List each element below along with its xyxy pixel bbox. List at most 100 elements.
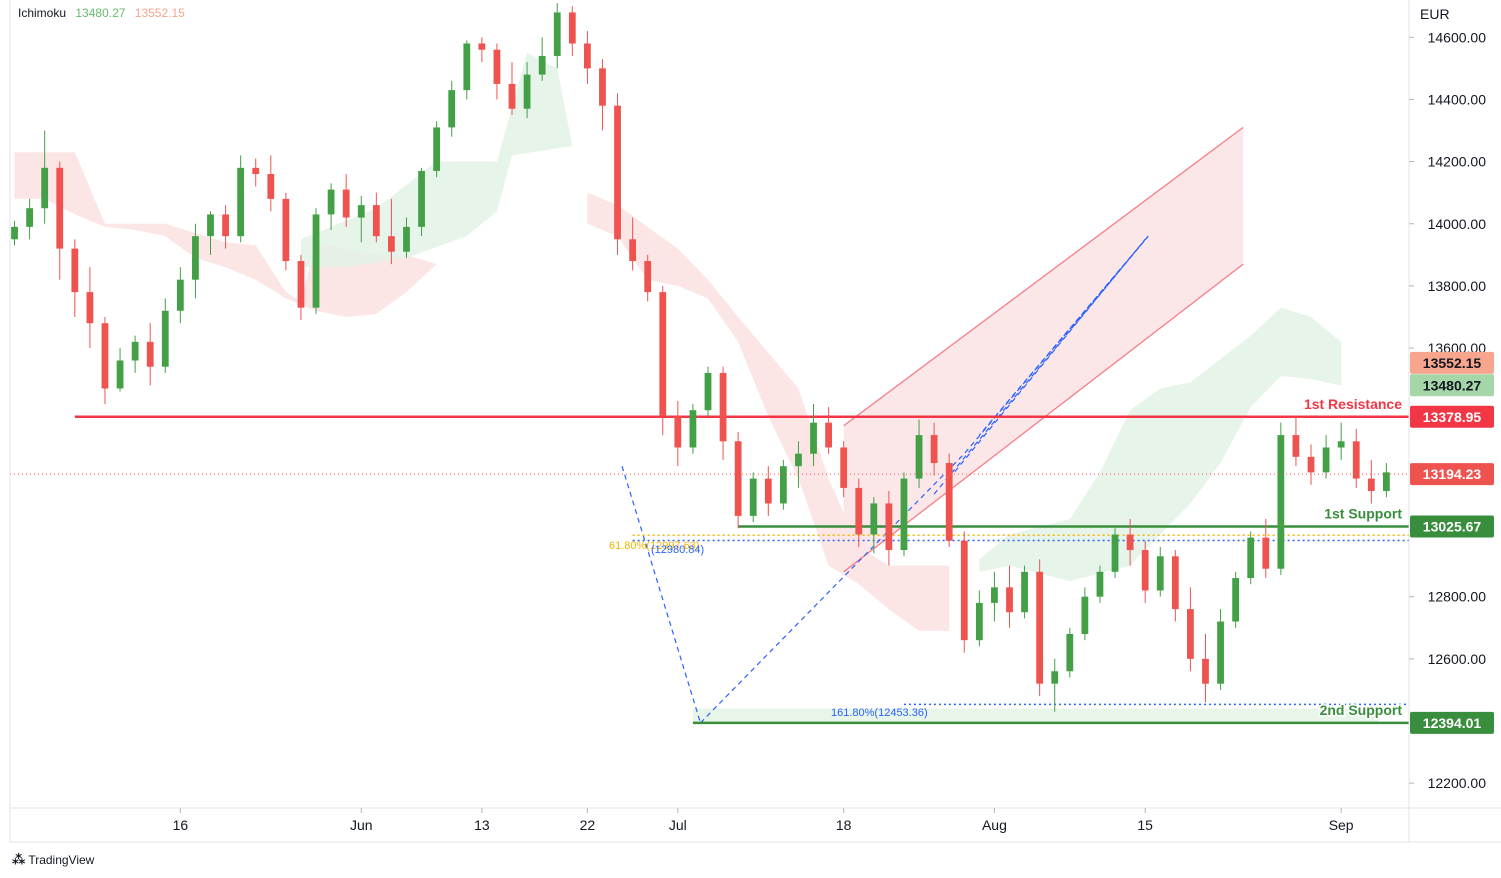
candle-body (101, 323, 109, 389)
candle-body (629, 239, 637, 262)
candle-body (945, 463, 953, 541)
x-tick-label: 15 (1137, 817, 1153, 833)
candle-body (176, 279, 184, 311)
indicator-value-a: 13480.27 (75, 6, 126, 20)
last-price-badge-bg (1410, 463, 1494, 486)
candle-body (116, 360, 124, 389)
support-resistance-levels[interactable]: 1st Resistance 1st Support 2nd Support (74, 396, 1409, 725)
candle-body (885, 503, 893, 551)
candle-body (704, 372, 712, 411)
candle-body (418, 170, 425, 227)
y-tick-label: 12600.00 (1428, 651, 1487, 667)
indicator-name[interactable]: Ichimoku (18, 6, 67, 20)
candle-body (1051, 671, 1059, 684)
candle-body (1006, 587, 1013, 613)
candle-body (267, 174, 275, 199)
candle-body (553, 12, 561, 56)
candle-body (975, 602, 983, 641)
last-price-badge: 13194.23 (1423, 466, 1482, 482)
support-1-badge: 13025.67 (1423, 519, 1482, 535)
kumo-bull-2 (979, 307, 1342, 582)
candle-body (614, 105, 621, 240)
support-2-badge-bg (1410, 711, 1494, 734)
candle-body (810, 422, 817, 454)
candle-body (282, 198, 290, 262)
y-tick-label: 12800.00 (1428, 589, 1487, 605)
candle-body (207, 214, 214, 237)
candle-body (779, 466, 787, 504)
candle-body (1036, 571, 1044, 684)
kumo-bull-1 (300, 52, 573, 268)
x-tick-label: 18 (836, 817, 852, 833)
candle-body (749, 478, 757, 516)
candle-body (478, 43, 486, 50)
candle-body (689, 410, 697, 448)
candle-body (1111, 534, 1119, 572)
candle-body (1262, 537, 1270, 569)
candle-body (357, 205, 365, 218)
candle-body (146, 341, 154, 367)
candle-body (1352, 441, 1360, 479)
candle-body (644, 261, 652, 293)
candle-body (840, 447, 848, 488)
candle-body (1202, 658, 1209, 684)
candle-body (1232, 578, 1240, 622)
candle-body (764, 478, 772, 504)
candle-body (991, 587, 998, 603)
candle-body (463, 43, 471, 91)
candle-body (131, 341, 139, 361)
candle-body (493, 49, 501, 84)
pattern-leg-xa (621, 465, 702, 724)
price-badges: 13552.15 13480.27 13194.23 13378.95 13025.67… (1410, 351, 1494, 734)
candle-body (1171, 556, 1179, 610)
candle-body (1277, 435, 1285, 569)
candle-body (222, 214, 229, 237)
candle-body (1217, 621, 1224, 684)
candle-body (342, 189, 350, 218)
candle-body (1367, 478, 1375, 492)
candle-body (1337, 441, 1345, 448)
candle-body (659, 292, 667, 417)
chart-legend: Ichimoku 13480.27 13552.15 (18, 6, 191, 20)
candle-body (372, 205, 380, 237)
x-tick-label: 22 (580, 817, 596, 833)
pattern-leg-bc (933, 235, 1149, 495)
tradingview-brand[interactable]: ⁂ TradingView (12, 852, 94, 868)
support-2-badge: 12394.01 (1423, 715, 1482, 731)
candle-body (192, 236, 199, 280)
candle-body (312, 214, 320, 308)
candle-body (1187, 609, 1194, 659)
candle-body (1081, 596, 1089, 634)
candle-body (900, 478, 908, 551)
support-1-label: 1st Support (1324, 506, 1402, 522)
indicator-value-b: 13552.15 (134, 6, 185, 20)
candle-body (870, 503, 878, 535)
candle-body (403, 226, 410, 252)
candle-body (327, 189, 335, 215)
support-2-label: 2nd Support (1320, 702, 1403, 718)
ichimoku-cloud (14, 52, 1379, 723)
support-1-badge-bg (1410, 515, 1494, 538)
resistance-1-badge-bg (1410, 405, 1494, 428)
candle-body (237, 167, 245, 237)
candle-body (523, 74, 531, 109)
candle-body (568, 12, 576, 44)
harmonic-pattern-lines[interactable] (621, 235, 1149, 724)
resistance-1-badge: 13378.95 (1423, 409, 1482, 425)
channel-upper-line (843, 126, 1244, 427)
candle-body (433, 127, 441, 171)
x-tick-label: Sep (1329, 817, 1354, 833)
candle-body (915, 435, 923, 479)
candle-body (252, 167, 260, 175)
fib-161-label: 161.80%(12453.36) (831, 707, 928, 719)
tradingview-logo-icon: ⁂ (12, 852, 25, 867)
candle-body (795, 453, 802, 467)
x-tick-label: Jul (669, 817, 687, 833)
candle-body (1156, 556, 1164, 591)
candle-body (855, 487, 863, 535)
candle-body (538, 55, 546, 75)
candle-body (56, 167, 64, 249)
x-tick-label: Jun (350, 817, 373, 833)
candle-body (388, 236, 395, 252)
